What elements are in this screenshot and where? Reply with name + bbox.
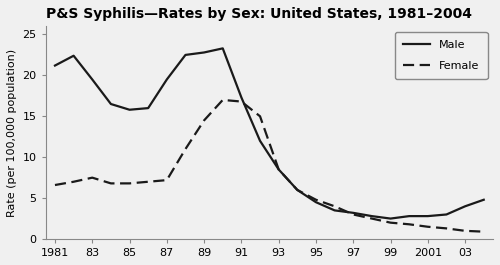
Legend: Male, Female: Male, Female [395, 32, 488, 79]
Male [90, 78, 96, 81]
Female [220, 98, 226, 101]
Male [52, 64, 58, 67]
Male [350, 211, 356, 214]
Line: Female: Female [55, 100, 484, 232]
Female [164, 179, 170, 182]
Male [369, 215, 375, 218]
Female [238, 100, 244, 103]
Female [201, 119, 207, 122]
Male [164, 78, 170, 81]
Male [108, 103, 114, 106]
Female [276, 168, 281, 171]
Female [126, 182, 132, 185]
Male [313, 201, 319, 204]
Male [182, 53, 188, 56]
Female [313, 198, 319, 201]
Male [425, 215, 431, 218]
Female [145, 180, 151, 183]
Female [369, 217, 375, 220]
Female [52, 183, 58, 187]
Y-axis label: Rate (per 100,000 population): Rate (per 100,000 population) [7, 48, 17, 217]
Female [70, 180, 76, 183]
Male [294, 188, 300, 192]
Female [388, 221, 394, 224]
Text: P&S Syphilis—Rates by Sex: United States, 1981–2004: P&S Syphilis—Rates by Sex: United States… [46, 7, 472, 21]
Female [462, 229, 468, 232]
Male [276, 168, 281, 171]
Female [444, 227, 450, 230]
Female [108, 182, 114, 185]
Female [406, 223, 412, 226]
Female [425, 225, 431, 228]
Male [332, 209, 338, 212]
Male [444, 213, 450, 216]
Male [238, 96, 244, 99]
Female [90, 176, 96, 179]
Male [480, 198, 486, 201]
Male [462, 205, 468, 208]
Male [406, 215, 412, 218]
Male [145, 107, 151, 110]
Line: Male: Male [55, 48, 484, 219]
Female [480, 230, 486, 233]
Male [220, 47, 226, 50]
Male [126, 108, 132, 111]
Female [294, 188, 300, 192]
Male [388, 217, 394, 220]
Male [201, 51, 207, 54]
Male [257, 139, 263, 142]
Female [182, 147, 188, 151]
Female [332, 205, 338, 208]
Female [350, 213, 356, 216]
Female [257, 115, 263, 118]
Male [70, 54, 76, 57]
